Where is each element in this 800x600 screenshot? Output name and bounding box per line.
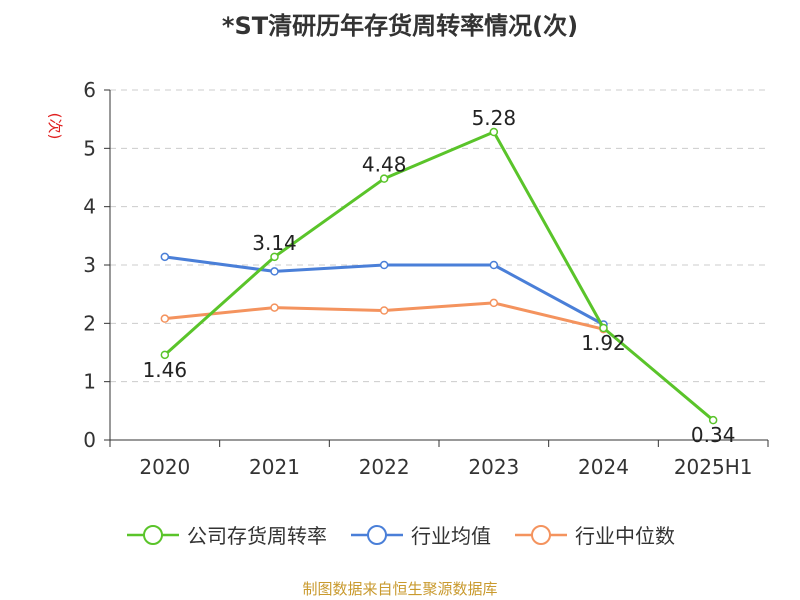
data-label: 0.34 xyxy=(691,423,736,447)
x-tick-label: 2024 xyxy=(578,455,629,479)
data-point xyxy=(160,252,170,262)
y-axis-label: (次) xyxy=(46,113,64,140)
data-point xyxy=(160,314,170,323)
x-tick-label: 2022 xyxy=(359,455,410,479)
data-point xyxy=(599,323,608,333)
data-point xyxy=(489,127,499,137)
data-point xyxy=(379,260,389,270)
y-tick-label: 5 xyxy=(83,136,96,160)
legend-marker xyxy=(351,524,403,545)
data-point xyxy=(379,306,389,315)
legend-item: 行业中位数 xyxy=(513,520,675,549)
data-label: 1.92 xyxy=(581,331,626,355)
data-label: 4.48 xyxy=(362,153,407,177)
data-label: 5.28 xyxy=(472,106,517,130)
y-tick-label: 6 xyxy=(83,78,96,102)
data-point xyxy=(379,174,389,183)
data-point xyxy=(160,350,170,360)
legend-label: 行业均值 xyxy=(411,524,491,548)
data-point xyxy=(708,415,718,425)
y-tick-label: 4 xyxy=(83,195,96,219)
y-tick-label: 2 xyxy=(83,311,96,335)
y-tick-label: 3 xyxy=(83,253,96,277)
data-label: 3.14 xyxy=(252,231,297,255)
x-tick-label: 2021 xyxy=(249,455,300,479)
legend-marker xyxy=(127,524,179,545)
legend: 公司存货周转率 行业均值 行业中位数 xyxy=(0,520,800,549)
data-point xyxy=(489,260,499,270)
legend-label: 行业中位数 xyxy=(575,524,675,548)
x-tick-label: 2025H1 xyxy=(674,455,753,479)
legend-marker xyxy=(515,524,567,545)
legend-item: 公司存货周转率 xyxy=(125,520,327,549)
chart-title: *ST清研历年存货周转率情况(次) xyxy=(221,12,579,40)
data-point xyxy=(270,267,279,276)
legend-label: 公司存货周转率 xyxy=(187,524,327,548)
x-tick-label: 2023 xyxy=(468,455,519,479)
y-tick-label: 1 xyxy=(83,370,96,394)
legend-item: 行业均值 xyxy=(349,520,491,549)
data-point xyxy=(270,303,279,312)
y-tick-label: 0 xyxy=(83,428,96,452)
series-line xyxy=(163,130,715,422)
x-tick-label: 2020 xyxy=(139,455,190,479)
source-note: 制图数据来自恒生聚源数据库 xyxy=(302,580,498,598)
data-point xyxy=(489,298,499,308)
data-label: 1.46 xyxy=(143,358,188,382)
data-point xyxy=(270,252,279,262)
